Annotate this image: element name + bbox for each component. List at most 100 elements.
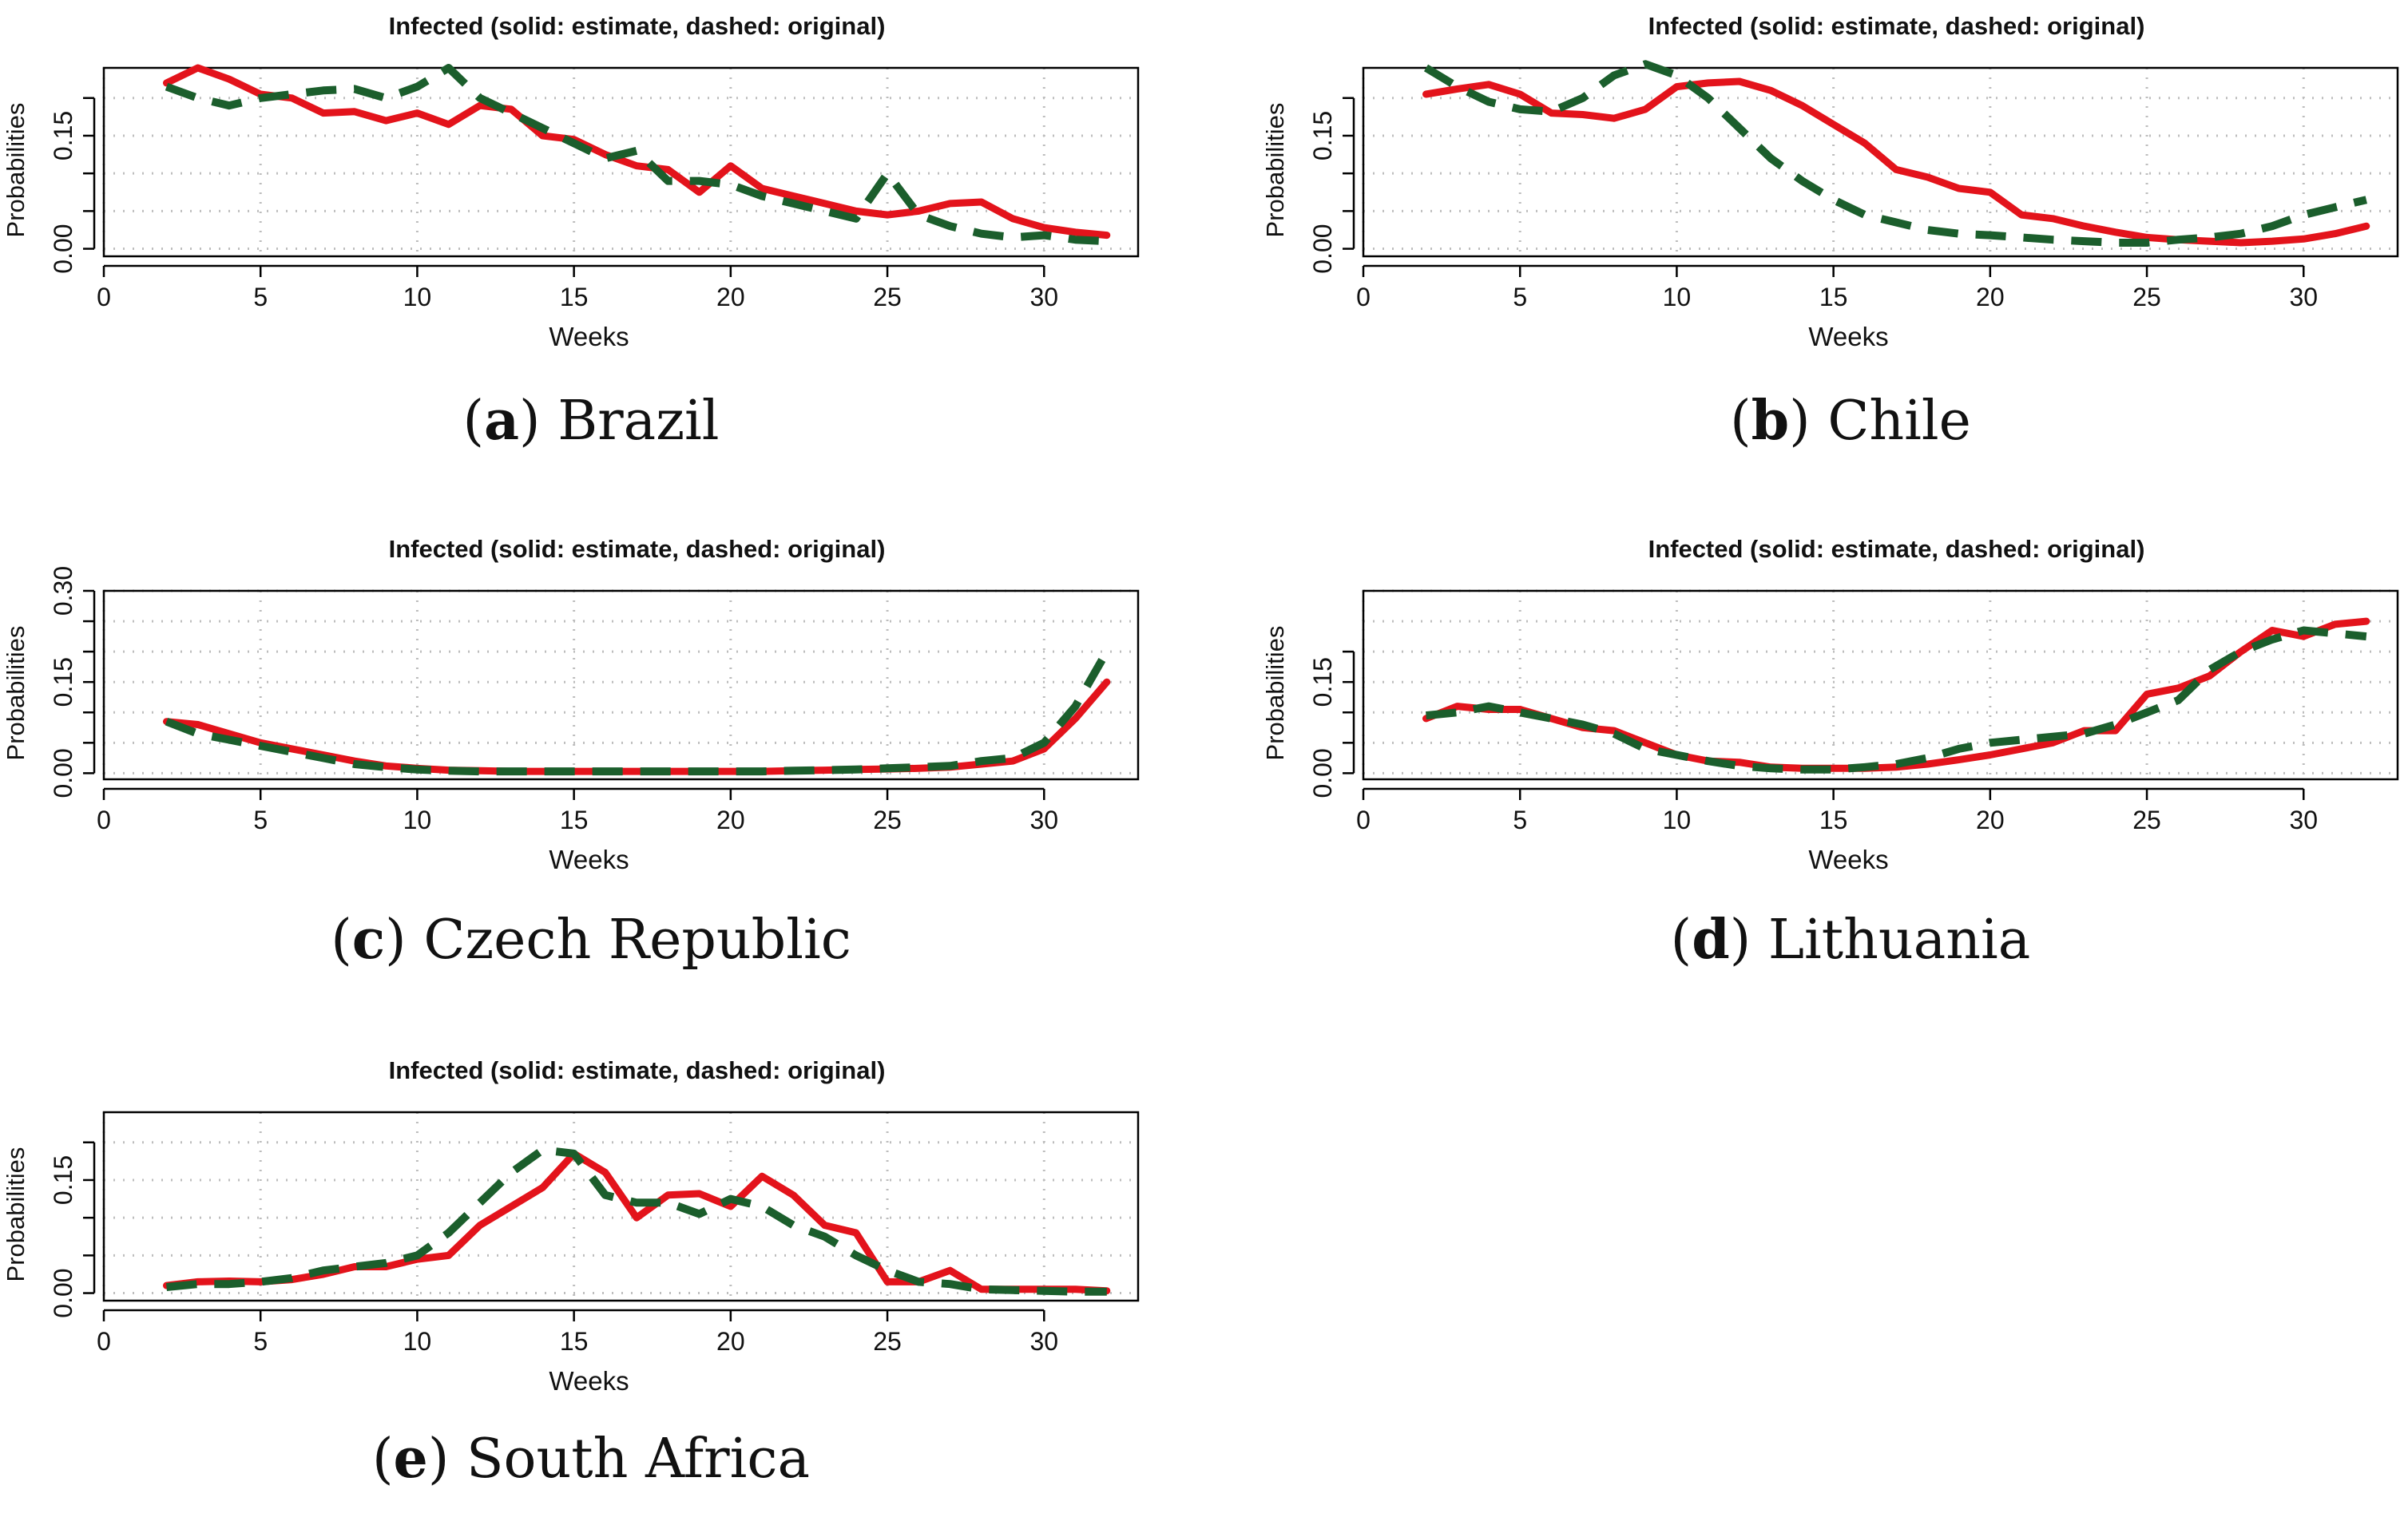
x-tick-label: 20	[1976, 806, 2005, 834]
chart-title: Infected (solid: estimate, dashed: origi…	[389, 1056, 886, 1084]
chart-title: Infected (solid: estimate, dashed: origi…	[389, 535, 886, 563]
y-axis-label: Probabilities	[2, 626, 30, 761]
caption-open-paren: (	[372, 1428, 394, 1491]
y-tick-label: 0.30	[49, 566, 77, 616]
x-tick-label: 5	[253, 806, 268, 834]
y-tick-label: 0.15	[49, 111, 77, 160]
caption-close-paren: )	[1789, 390, 1827, 453]
x-tick-label: 0	[97, 283, 111, 311]
chart-title: Infected (solid: estimate, dashed: origi…	[389, 12, 886, 40]
y-axis: 0.00 0.15 Probabilities	[2, 97, 96, 274]
y-tick-label: 0.15	[49, 657, 77, 707]
caption-close-paren: )	[385, 909, 423, 972]
caption-open-paren: (	[331, 909, 352, 972]
series-group	[163, 1146, 1111, 1296]
x-tick-label: 5	[253, 1327, 268, 1356]
x-tick-label: 30	[1029, 283, 1058, 311]
caption-open-paren: (	[1730, 390, 1751, 453]
x-tick-label: 0	[1356, 283, 1371, 311]
panel-caption: (d) Lithuania	[1671, 908, 2031, 972]
plot-frame	[1362, 66, 2399, 258]
x-tick-label: 30	[2289, 806, 2318, 834]
chart-panel-b: Infected (solid: estimate, dashed: origi…	[1261, 12, 2399, 453]
y-axis: 0.00 0.15 Probabilities	[1261, 626, 1355, 798]
x-tick-label: 10	[403, 283, 432, 311]
series-original-line	[1423, 60, 2367, 247]
y-tick-label: 0.15	[49, 1155, 77, 1205]
caption-panel-letter: b	[1751, 389, 1790, 453]
x-axis-label: Weeks	[549, 322, 629, 351]
caption-close-paren: )	[428, 1428, 466, 1491]
series-original-line	[166, 1146, 1107, 1296]
chart-title: Infected (solid: estimate, dashed: origi…	[1648, 535, 2145, 563]
grid	[102, 589, 1138, 779]
x-tick-label: 20	[716, 806, 745, 834]
caption-country: Czech Republic	[423, 909, 851, 972]
chart-title: Infected (solid: estimate, dashed: origi…	[1648, 12, 2145, 40]
series-original-line	[1426, 626, 2367, 774]
chart-panel-c: Infected (solid: estimate, dashed: origi…	[2, 535, 1140, 972]
plot-frame	[102, 1111, 1140, 1302]
x-tick-label: 0	[1356, 806, 1371, 834]
x-axis: 0 5 10 15 20 25 30 Weeks	[1356, 787, 2318, 874]
x-tick-label: 15	[1819, 283, 1848, 311]
caption-panel-letter: a	[484, 389, 519, 453]
series-estimate-line	[1422, 617, 2370, 772]
panel-caption: (a) Brazil	[462, 389, 719, 453]
grid	[102, 1112, 1138, 1301]
y-tick-label: 0.00	[49, 224, 77, 273]
caption-panel-letter: d	[1692, 908, 1730, 972]
x-tick-label: 25	[873, 283, 902, 311]
x-axis-label: Weeks	[549, 845, 629, 874]
caption-country: Chile	[1827, 390, 1971, 453]
x-axis: 0 5 10 15 20 25 30 Weeks	[97, 787, 1058, 874]
series-group	[1422, 60, 2370, 247]
x-axis-label: Weeks	[549, 1366, 629, 1396]
x-tick-label: 5	[1513, 806, 1527, 834]
plot-frame	[1362, 589, 2399, 781]
x-tick-label: 0	[97, 806, 111, 834]
x-tick-label: 5	[253, 283, 268, 311]
panel-caption: (b) Chile	[1730, 389, 1971, 453]
y-tick-label: 0.00	[49, 748, 77, 798]
caption-close-paren: )	[1730, 909, 1768, 972]
grid	[1362, 589, 2398, 779]
caption-open-paren: (	[1671, 909, 1692, 972]
x-tick-label: 10	[1663, 806, 1692, 834]
y-axis-label: Probabilities	[1261, 626, 1289, 761]
series-group	[163, 64, 1111, 246]
y-axis: 0.00 0.15 Probabilities	[1261, 97, 1355, 274]
caption-country: Lithuania	[1768, 909, 2030, 972]
x-tick-label: 25	[2132, 283, 2161, 311]
y-axis: 0.00 0.15 Probabilities	[2, 1141, 96, 1318]
caption-country: South Africa	[466, 1428, 810, 1491]
y-tick-label: 0.00	[1308, 748, 1337, 798]
y-axis: 0.00 0.15 0.30 Probabilities	[2, 566, 96, 798]
series-estimate-line	[163, 64, 1111, 240]
y-tick-label: 0.15	[1308, 657, 1337, 707]
x-tick-label: 15	[560, 1327, 589, 1356]
series-original-line	[165, 64, 1108, 246]
x-axis-label: Weeks	[1808, 322, 1888, 351]
plot-frame	[102, 66, 1140, 258]
x-axis: 0 5 10 15 20 25 30 Weeks	[97, 1309, 1058, 1396]
y-tick-label: 0.15	[1308, 111, 1337, 160]
y-tick-label: 0.00	[1308, 224, 1337, 273]
series-estimate-line	[163, 1150, 1111, 1295]
series-original-line	[165, 649, 1111, 776]
caption-close-paren: )	[519, 390, 557, 453]
x-tick-label: 5	[1513, 283, 1527, 311]
plot-frame	[102, 589, 1140, 781]
panel-caption: (c) Czech Republic	[331, 908, 851, 972]
chart-panel-a: Infected (solid: estimate, dashed: origi…	[2, 12, 1140, 453]
caption-country: Brazil	[557, 390, 719, 453]
x-axis-label: Weeks	[1808, 845, 1888, 874]
x-tick-label: 10	[1663, 283, 1692, 311]
x-tick-label: 10	[403, 1327, 432, 1356]
x-tick-label: 25	[873, 1327, 902, 1356]
x-tick-label: 25	[873, 806, 902, 834]
caption-open-paren: (	[462, 390, 484, 453]
panel-caption: (e) South Africa	[372, 1427, 810, 1491]
x-axis: 0 5 10 15 20 25 30 Weeks	[97, 264, 1058, 351]
